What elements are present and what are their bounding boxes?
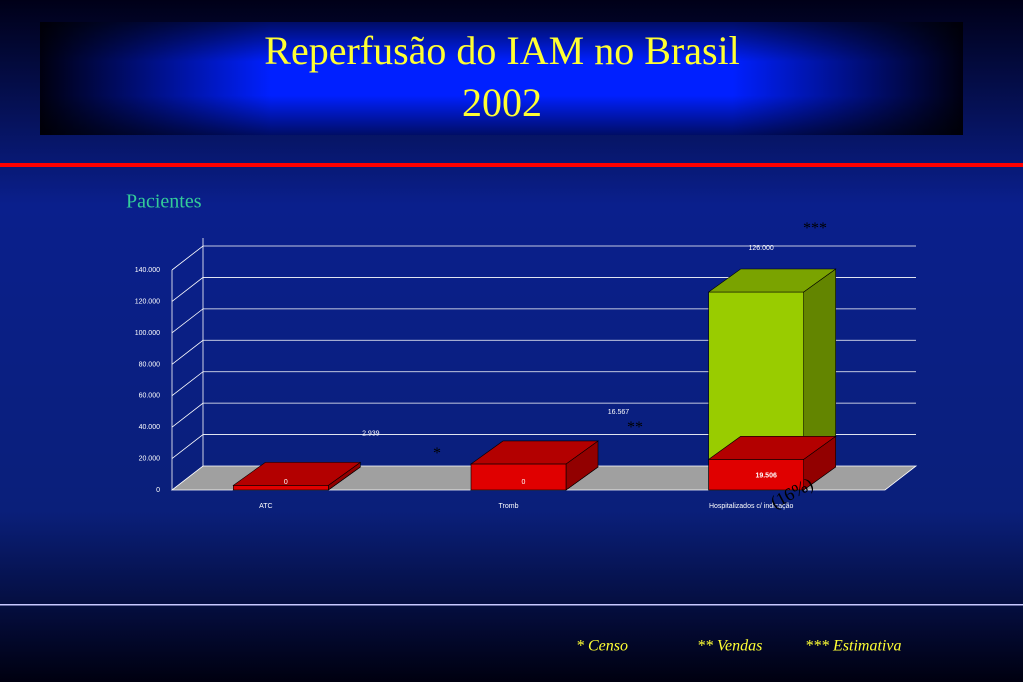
bar-top [470,440,599,465]
y-tick-label: 140.000 [135,267,160,274]
x-tick-label: ATC [259,503,272,510]
x-tick-label: Hospitalizados c/ indicação [709,503,794,510]
grid-line [171,434,916,459]
data-label: 2.939 [362,430,380,437]
y-axis-label: Pacientes [126,191,202,213]
y-tick-label: 40.000 [139,424,161,431]
bar [233,485,329,491]
y-tick-label: 20.000 [139,456,161,463]
data-label: 126.000 [749,245,774,252]
x-tick-label: Tromb [499,503,519,510]
footnote: *** Estimativa [805,638,901,655]
y-tick-label: 60.000 [139,393,161,400]
y-tick-label: 80.000 [139,361,161,368]
data-label: 0 [522,479,526,486]
data-label: 16.567 [608,409,630,416]
title-banner-shade [40,22,963,135]
divider [0,163,1023,167]
annotation: ** [627,419,643,436]
bar-top [707,268,837,293]
data-label: 19.506 [755,472,777,479]
grid-line [171,339,916,365]
chart-title: Reperfusão do IAM no Brasil [264,28,739,73]
bar [708,459,804,491]
bar-top [232,462,362,486]
y-tick-label: 0 [156,487,160,494]
bar-top [707,436,837,460]
grid-line [171,371,916,397]
grid-line [171,308,916,334]
grid-line [171,277,916,302]
chart-subtitle: 2002 [462,80,542,125]
y-tick-label: 120.000 [135,298,160,305]
divider [0,604,1023,606]
y-tick-label: 100.000 [135,330,160,337]
annotation: *** [803,220,827,237]
footnote: * Censo [576,638,628,655]
plot: 0 20.000 40.000 60.000 80.000 100.000 120.000 1… [135,238,918,510]
data-label: 0 [284,479,288,486]
footnote: ** Vendas [697,638,762,655]
annotation: * [433,445,441,462]
bar [470,463,567,491]
grid-line [171,402,916,428]
grid-line [171,245,916,271]
